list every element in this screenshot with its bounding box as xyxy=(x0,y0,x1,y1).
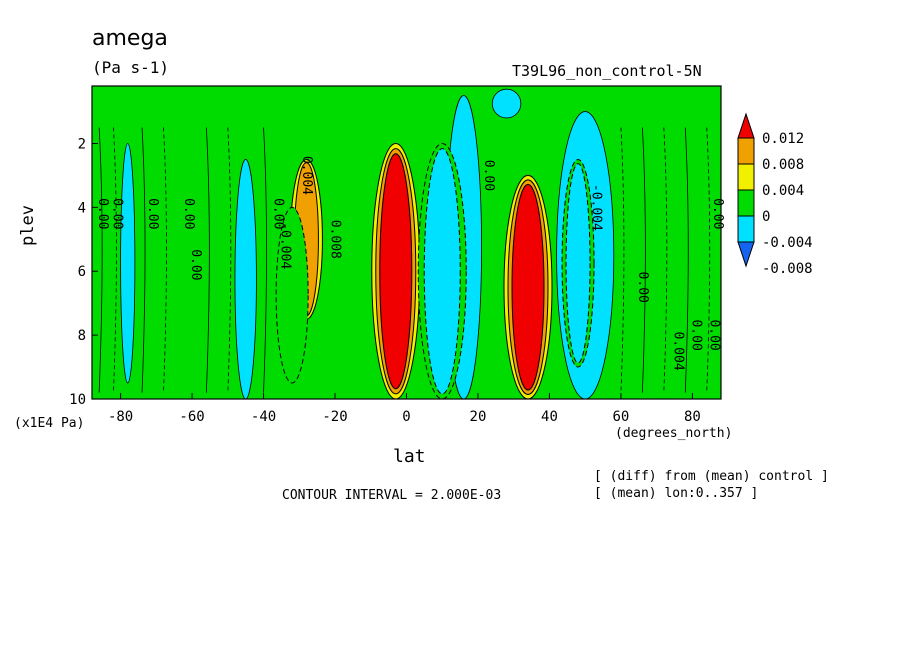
contour-line-4 xyxy=(205,127,210,393)
dataset-label: T39L96_non_control-5N xyxy=(512,62,702,80)
x-tick-label: 60 xyxy=(613,409,630,425)
chart-title: amega xyxy=(92,26,168,51)
contour-label: 0.004 xyxy=(671,332,686,371)
colorbar-box xyxy=(737,215,755,243)
contour-line-0 xyxy=(98,127,103,393)
contour-label: -0.004 xyxy=(588,184,603,231)
contour-label: 0.00 xyxy=(706,319,721,350)
contour-labels: 0.00 0.00 0.00 0.000.000.00-0.004 0.0080.004… xyxy=(95,156,725,371)
colorbar-label: 0.004 xyxy=(762,183,804,199)
x-tick-label: 20 xyxy=(470,409,487,425)
feature-4 xyxy=(503,174,553,399)
contour-label: -0.004 xyxy=(277,222,292,269)
y-tick-label: 8 xyxy=(78,328,86,344)
contour-line-1 xyxy=(113,127,117,393)
colorbar-extend-bottom xyxy=(737,241,755,268)
contour-label: 0.00 xyxy=(270,198,285,229)
colorbar-box xyxy=(737,189,755,217)
y-tick-label: 10 xyxy=(69,392,86,408)
contour-label: 0.00 xyxy=(181,198,196,229)
negative-band-0 xyxy=(120,143,136,384)
contour-line-11 xyxy=(706,127,711,393)
negative-band-1 xyxy=(234,159,257,399)
x-axis-units: (degrees_north) xyxy=(615,426,733,441)
colorbar-label: -0.004 xyxy=(762,235,813,251)
colorbar-extend-top xyxy=(737,112,755,139)
colorbar-label: 0.012 xyxy=(762,131,804,147)
contour-line-3 xyxy=(163,127,167,393)
contour-label: 0.008 xyxy=(327,220,342,259)
contour-label: 0.00 xyxy=(635,272,650,303)
note-diff: [ (diff) from (mean) control ] xyxy=(594,469,829,484)
y-tick-label: 2 xyxy=(78,136,86,152)
x-tick-label: 40 xyxy=(541,409,558,425)
contour-line-9 xyxy=(663,127,668,393)
x-tick-label: -40 xyxy=(251,409,276,425)
colorbar-label: 0 xyxy=(762,209,770,225)
feature-2 xyxy=(371,143,421,399)
contour-label: 0.00 xyxy=(710,198,725,229)
axes: -80 -60 -40 -20 0 20 40 60 80 2 4 6 8 10 xyxy=(69,136,701,425)
negative-band-4 xyxy=(491,88,522,119)
x-tick-label: 0 xyxy=(402,409,410,425)
colorbar-label: -0.008 xyxy=(762,261,813,277)
note-mean: [ (mean) lon:0..357 ] xyxy=(594,486,759,501)
x-tick-label: 80 xyxy=(684,409,701,425)
contour-line-7 xyxy=(620,127,625,393)
contour-line-5 xyxy=(227,127,232,393)
feature-1 xyxy=(275,206,309,384)
contour-label: 0.00 xyxy=(145,198,160,229)
colorbar-box xyxy=(737,137,755,165)
contour-label: 0.00 xyxy=(95,198,110,229)
contour-line-2 xyxy=(141,127,146,393)
contour-label: 0.00 xyxy=(109,198,124,229)
contour-line-8 xyxy=(641,127,646,393)
contour-interval-text: CONTOUR INTERVAL = 2.000E-03 xyxy=(282,488,502,503)
colorbar-box xyxy=(737,163,755,191)
colorbar-label: 0.008 xyxy=(762,157,804,173)
x-tick-label: -80 xyxy=(108,409,133,425)
y-tick-label: 6 xyxy=(78,264,86,280)
contour-label: 0.00 xyxy=(481,160,496,191)
contour-label: 0.004 xyxy=(299,156,314,195)
units-label: (Pa s-1) xyxy=(92,58,170,77)
feature-3 xyxy=(417,143,467,399)
contour-label: 0.00 xyxy=(688,319,703,350)
colorbar: 0.012 0.008 0.004 0 -0.004 -0.008 xyxy=(737,112,813,277)
contour-line-10 xyxy=(684,127,689,393)
contour-line-6 xyxy=(263,127,267,393)
x-tick-label: -20 xyxy=(322,409,347,425)
y-axis-units: (x1E4 Pa) xyxy=(14,416,85,431)
x-axis-label: lat xyxy=(393,446,426,467)
contour-label: 0.00 xyxy=(188,249,203,280)
plot-area xyxy=(92,86,721,399)
y-tick-label: 4 xyxy=(78,200,86,216)
feature-5 xyxy=(561,158,595,368)
x-tick-label: -60 xyxy=(179,409,204,425)
